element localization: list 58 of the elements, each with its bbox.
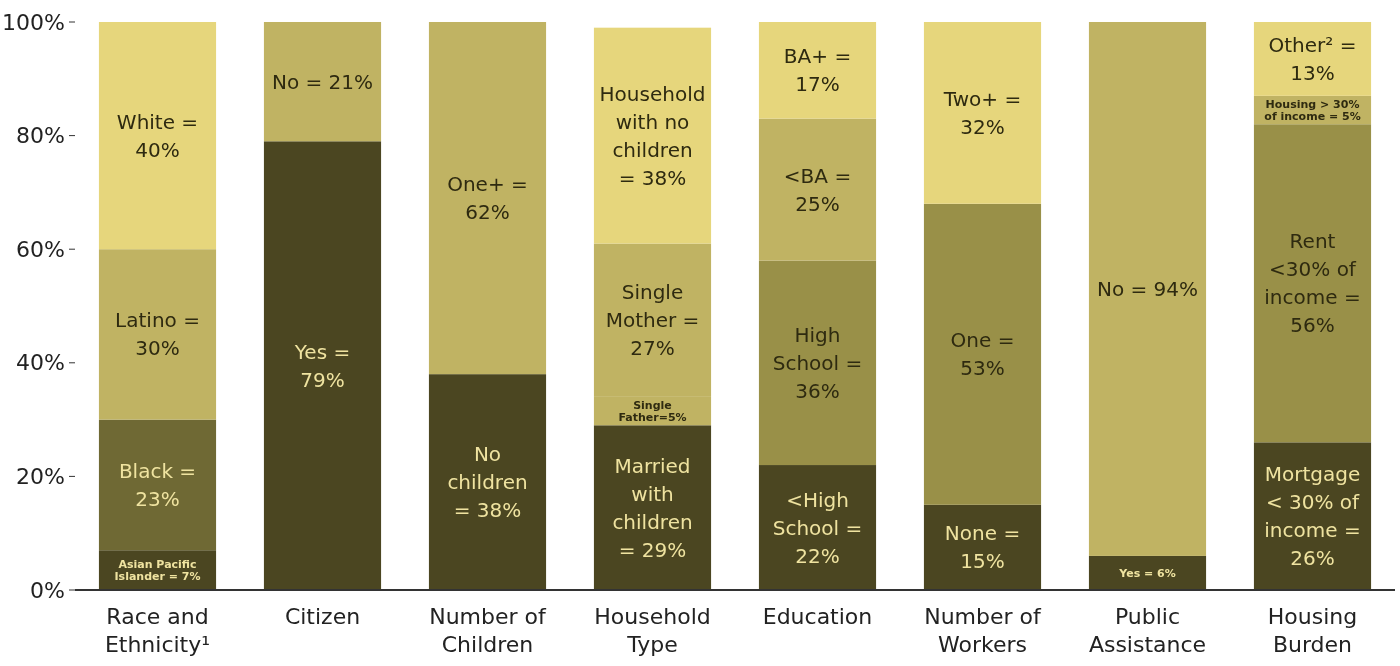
x-tick-label: Number of Workers bbox=[924, 604, 1043, 657]
bar bbox=[593, 425, 712, 590]
bar bbox=[1253, 22, 1372, 96]
data-label: No = 21% bbox=[271, 69, 374, 94]
bar bbox=[263, 141, 382, 590]
data-label: BA+ = 17% bbox=[783, 44, 852, 97]
bar bbox=[758, 118, 877, 261]
data-label: Rent <30% of income = 56% bbox=[1264, 229, 1361, 338]
data-label: Yes = 79% bbox=[293, 339, 351, 392]
data-label: Yes = 6% bbox=[1118, 566, 1176, 580]
bar bbox=[263, 22, 382, 142]
data-label: One = 53% bbox=[950, 328, 1015, 381]
data-label: No children = 38% bbox=[447, 442, 528, 523]
bar bbox=[1088, 22, 1207, 556]
x-tick-label: Race and Ethnicity¹ bbox=[104, 604, 211, 657]
data-label: Household with no children = 38% bbox=[599, 81, 706, 190]
data-label: White = 40% bbox=[116, 109, 199, 162]
y-tick-label: 80% bbox=[16, 123, 65, 149]
bar bbox=[1088, 555, 1207, 590]
bar bbox=[593, 27, 712, 244]
bar bbox=[428, 374, 547, 590]
bar bbox=[1253, 124, 1372, 443]
data-label: Two+ = 32% bbox=[942, 86, 1022, 139]
x-tick-label: Citizen bbox=[284, 604, 361, 629]
bar bbox=[758, 22, 877, 119]
data-label: Single Mother = 27% bbox=[605, 280, 700, 361]
data-label: <BA = 25% bbox=[783, 163, 852, 216]
y-tick-label: 60% bbox=[16, 236, 65, 262]
data-label: None = 15% bbox=[944, 521, 1021, 574]
y-tick-label: 20% bbox=[16, 463, 65, 489]
y-tick-label: 0% bbox=[30, 577, 65, 603]
data-label: Housing > 30% of income = 5% bbox=[1264, 97, 1361, 123]
x-tick-label: Public Assistance bbox=[1088, 604, 1207, 657]
x-tick-label: Education bbox=[762, 604, 873, 629]
y-tick-label: 40% bbox=[16, 350, 65, 376]
x-tick-label: Number of Children bbox=[429, 604, 548, 657]
bar bbox=[758, 465, 877, 590]
data-label: Mortgage < 30% of income = 26% bbox=[1264, 462, 1361, 571]
bar bbox=[98, 419, 217, 551]
data-label: Married with children = 29% bbox=[612, 453, 693, 562]
data-label: Asian Pacific Islander = 7% bbox=[114, 557, 201, 583]
data-label: No = 94% bbox=[1096, 276, 1199, 301]
data-label: High School = 36% bbox=[772, 322, 863, 403]
data-label: <High School = 22% bbox=[772, 487, 863, 568]
bar bbox=[923, 504, 1042, 590]
x-tick-label: Housing Burden bbox=[1267, 604, 1358, 657]
data-label: Other² = 13% bbox=[1268, 32, 1357, 85]
data-label: One+ = 62% bbox=[447, 172, 528, 225]
data-label: Latino = 30% bbox=[115, 308, 200, 361]
data-label: Single Father=5% bbox=[618, 398, 687, 424]
bar bbox=[98, 249, 217, 420]
bar bbox=[98, 22, 217, 250]
bar bbox=[758, 260, 877, 466]
y-tick-label: 100% bbox=[2, 9, 65, 35]
data-label: Black = 23% bbox=[118, 458, 197, 511]
bar bbox=[923, 203, 1042, 505]
x-tick-label: Household Type bbox=[594, 604, 711, 657]
bar bbox=[428, 22, 547, 375]
